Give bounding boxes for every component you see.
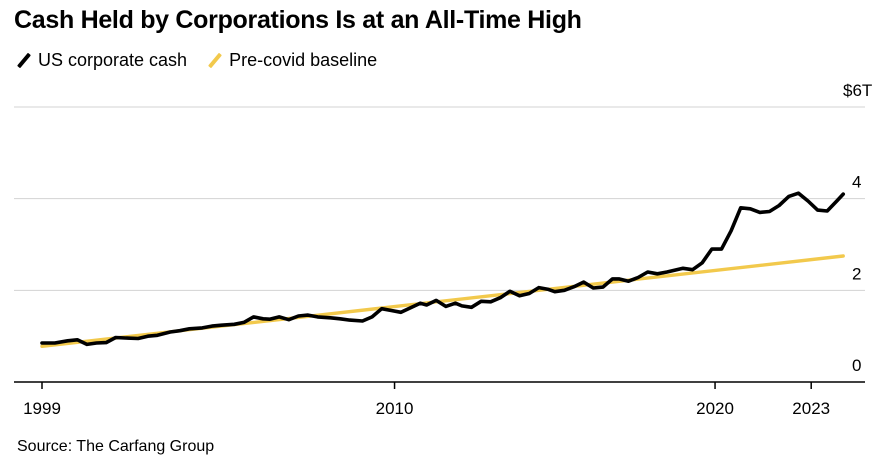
y-tick-label: 4 xyxy=(852,173,861,192)
x-tick-label: 2010 xyxy=(376,399,414,418)
series-lines xyxy=(40,191,845,348)
chart-legend: US corporate cash Pre-covid baseline xyxy=(17,50,399,71)
legend-label-baseline: Pre-covid baseline xyxy=(229,50,378,70)
series-line-cash xyxy=(40,191,845,347)
legend-item-baseline: Pre-covid baseline xyxy=(208,50,378,71)
y-tick-label: $6T xyxy=(843,81,872,100)
x-tick-label: 1999 xyxy=(23,399,61,418)
x-tick-label: 2020 xyxy=(696,399,734,418)
x-tick-label: 2023 xyxy=(792,399,830,418)
source-note: Source: The Carfang Group xyxy=(17,438,215,455)
tick-labels: 0 2 4 $6T 1999 2010 2020 2023 xyxy=(23,81,872,418)
y-tick-label: 0 xyxy=(852,356,861,375)
legend-item-cash: US corporate cash xyxy=(17,50,188,71)
gridlines xyxy=(14,106,865,291)
y-tick-label: 2 xyxy=(852,264,861,283)
legend-label-cash: US corporate cash xyxy=(38,50,188,70)
x-axis xyxy=(14,381,865,389)
chart-title: Cash Held by Corporations Is at an All-T… xyxy=(14,6,582,34)
